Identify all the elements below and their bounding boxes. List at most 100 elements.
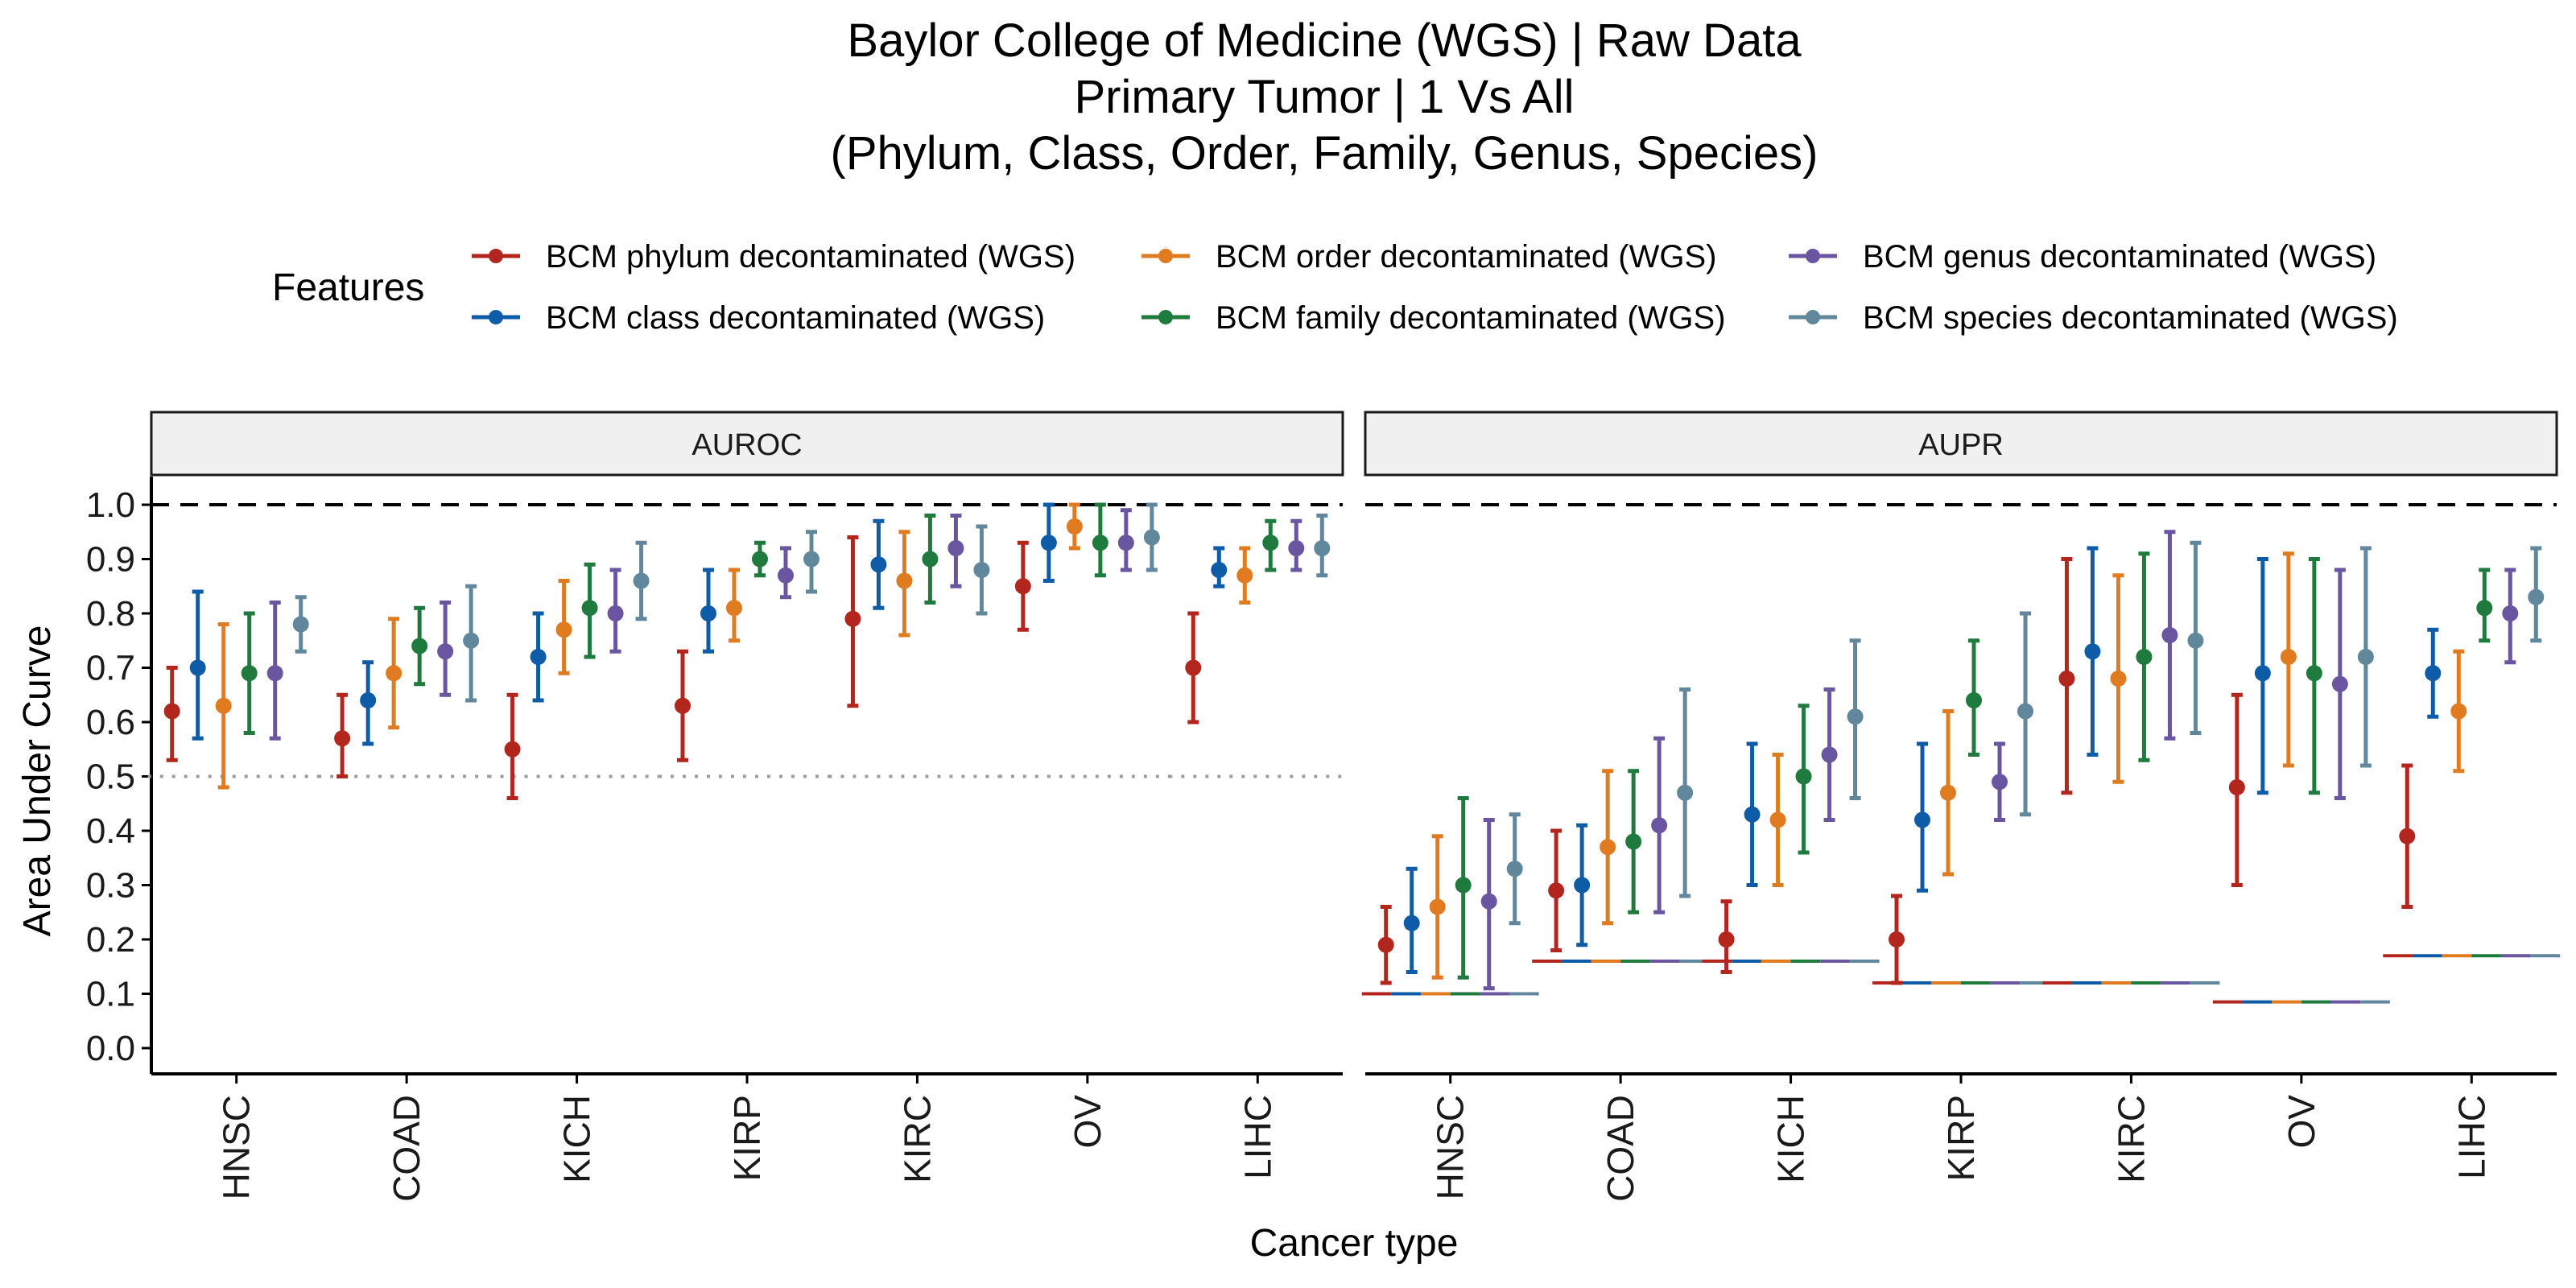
data-point <box>2425 627 2442 719</box>
mean-point <box>2399 828 2416 844</box>
mean-point <box>2357 649 2374 665</box>
data-point <box>1066 502 1083 551</box>
legend-item: BCM genus decontaminated (WGS) <box>1789 239 2376 275</box>
legend-key-point <box>1158 310 1173 324</box>
legend-label: BCM class decontaminated (WGS) <box>546 300 1045 336</box>
legend-item: BCM family decontaminated (WGS) <box>1141 300 1726 336</box>
data-point <box>2084 546 2101 757</box>
x-tick-label: COAD <box>1600 1095 1641 1202</box>
mean-point <box>2228 779 2245 795</box>
legend-label: BCM genus decontaminated (WGS) <box>1863 239 2376 275</box>
mean-point <box>437 643 454 660</box>
mean-point <box>1288 540 1305 556</box>
data-point <box>947 514 964 588</box>
data-point <box>1821 687 1838 822</box>
data-point <box>973 524 990 616</box>
data-point <box>411 605 428 687</box>
mean-point <box>1211 562 1228 578</box>
mean-point <box>266 665 283 682</box>
data-point <box>555 579 572 675</box>
title-line-3: (Phylum, Class, Order, Family, Genus, Sp… <box>831 127 1818 180</box>
mean-point <box>2254 665 2271 682</box>
mean-point <box>1769 811 1786 828</box>
panel-strip-label: AUROC <box>691 428 802 462</box>
mean-point <box>1625 833 1642 850</box>
data-point <box>633 540 650 621</box>
data-point <box>1429 834 1446 980</box>
chart-title: Baylor College of Medicine (WGS) | Raw D… <box>831 14 1818 180</box>
data-point <box>2136 551 2153 762</box>
data-point <box>1992 741 2008 822</box>
data-point <box>437 601 454 697</box>
data-point <box>896 530 913 638</box>
y-tick-label: 0.5 <box>86 758 135 797</box>
panel-aupr: AUPR HNSC COAD KICH KIRP KIRC OV LIHC <box>1361 411 2561 1202</box>
data-point <box>2254 557 2271 795</box>
legend-key-point <box>489 249 503 263</box>
mean-point <box>334 730 351 747</box>
data-point <box>700 568 716 654</box>
data-point <box>360 660 377 746</box>
mean-point <box>675 697 691 714</box>
data-point <box>1143 502 1160 572</box>
data-point <box>1769 753 1786 887</box>
data-point <box>1014 540 1031 632</box>
mean-point <box>1480 893 1497 910</box>
y-tick-label: 0.4 <box>86 811 135 851</box>
mean-point <box>1066 518 1083 535</box>
data-point <box>1480 818 1497 991</box>
y-tick-label: 1.0 <box>86 485 135 525</box>
x-tick-label: KIRP <box>726 1095 768 1181</box>
mean-point <box>463 632 480 649</box>
mean-point <box>922 551 939 568</box>
data-point <box>2280 551 2297 768</box>
mean-point <box>2502 605 2519 621</box>
data-point <box>1914 741 1930 893</box>
legend-label: BCM species decontaminated (WGS) <box>1863 300 2398 336</box>
data-point <box>1966 638 1982 757</box>
data-point <box>530 611 547 703</box>
data-point <box>1506 812 1523 926</box>
mean-point <box>1455 877 1472 894</box>
mean-point <box>2450 703 2467 720</box>
mean-point <box>386 665 402 682</box>
mean-point <box>1143 529 1160 546</box>
mean-point <box>1117 535 1134 551</box>
data-point <box>1040 502 1057 583</box>
data-point <box>292 595 309 654</box>
mean-point <box>1040 535 1057 551</box>
data-point <box>2528 546 2545 643</box>
title-line-2: Primary Tumor | 1 Vs All <box>1075 71 1575 123</box>
x-tick-label: KIRP <box>1940 1095 1982 1181</box>
mean-point <box>607 605 624 621</box>
data-point <box>607 568 624 654</box>
data-point <box>1795 704 1812 855</box>
mean-point <box>1992 774 2008 791</box>
mean-point <box>411 638 428 654</box>
mean-point <box>1506 861 1523 877</box>
mean-point <box>1092 535 1108 551</box>
mean-point <box>2476 600 2493 617</box>
legend-item: BCM phylum decontaminated (WGS) <box>472 239 1075 275</box>
mean-point <box>896 572 913 589</box>
data-point <box>752 540 768 578</box>
panel-auroc: AUROC 0.0 0.1 0.2 0.3 0.4 0.5 0.6 0.7 0.8 0.9 1.0 HN… <box>86 411 1347 1202</box>
data-point <box>844 535 861 708</box>
y-tick-label: 0.3 <box>86 866 135 906</box>
mean-point <box>1600 839 1616 856</box>
mean-point <box>1889 931 1905 947</box>
data-point <box>1092 502 1108 578</box>
legend-label: BCM family decontaminated (WGS) <box>1216 300 1726 336</box>
mean-point <box>2528 588 2545 605</box>
y-tick-label: 0.8 <box>86 594 135 634</box>
mean-point <box>2280 649 2297 665</box>
legend-key-point <box>1806 310 1820 324</box>
mean-point <box>1914 811 1930 828</box>
legend-item: BCM species decontaminated (WGS) <box>1789 300 2398 336</box>
mean-point <box>1403 914 1420 931</box>
data-point <box>2357 546 2374 768</box>
data-point <box>2476 568 2493 643</box>
mean-point <box>1185 659 1202 676</box>
x-tick-label: HNSC <box>216 1095 258 1199</box>
